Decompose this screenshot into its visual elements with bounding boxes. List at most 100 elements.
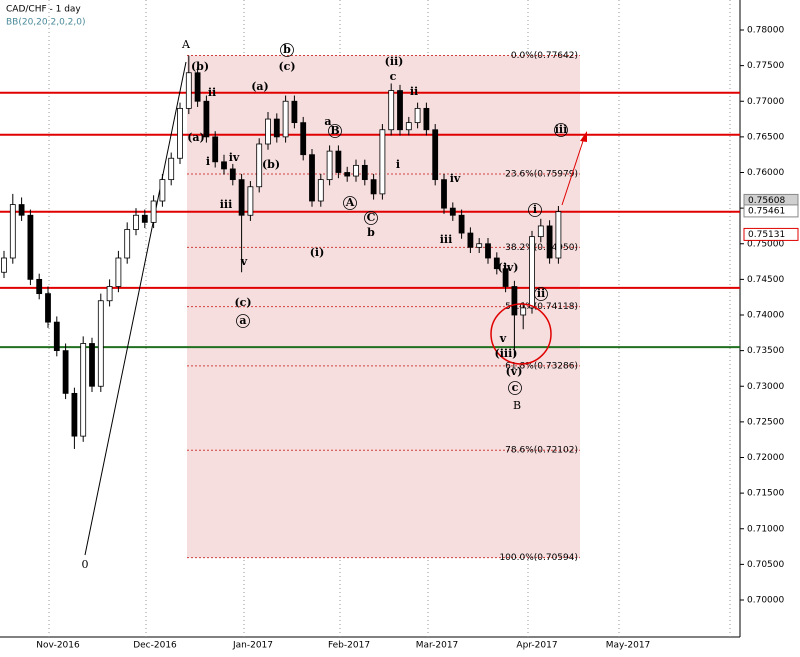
candle-body <box>344 172 351 177</box>
candle-body <box>247 186 254 216</box>
candle-body <box>353 164 359 177</box>
candle-body <box>273 118 280 138</box>
candle-body <box>511 286 518 316</box>
candle-body <box>238 179 245 216</box>
candle-body <box>194 72 201 102</box>
price-tag <box>743 204 799 218</box>
candle-body <box>53 321 60 352</box>
candle-body <box>335 150 342 173</box>
candle-body <box>529 236 535 309</box>
candle-body <box>159 179 166 202</box>
y-tick-label: 0.74000 <box>747 311 784 321</box>
y-tick-label: 0.75000 <box>747 239 784 249</box>
wave-label: ii <box>537 287 545 300</box>
candle-body <box>449 207 456 216</box>
wave-label: b <box>283 43 291 56</box>
projection-arrow <box>561 137 585 206</box>
candle-body <box>45 293 51 323</box>
candle-body <box>27 214 34 280</box>
candle-body <box>150 200 157 223</box>
candle-body <box>256 143 263 188</box>
candle-body <box>221 161 227 170</box>
wave-label: c <box>512 381 519 394</box>
candle-body <box>441 179 447 209</box>
label-circle <box>328 124 342 138</box>
wave-label: i <box>396 158 400 171</box>
arrow-head <box>580 131 587 142</box>
y-tick-label: 0.71500 <box>747 489 784 499</box>
candle-body <box>212 136 219 163</box>
label-circle <box>534 287 548 301</box>
candle-body <box>106 286 113 302</box>
wave-label: iii <box>220 198 233 211</box>
candle-body <box>80 343 87 437</box>
candle-body <box>124 229 131 259</box>
candle-body <box>89 343 95 387</box>
candle-body <box>432 129 439 181</box>
wave-label: 0 <box>82 558 89 571</box>
wave-label: (ii) <box>385 55 404 68</box>
wave-label: iv <box>450 172 461 185</box>
wave-label: (a) <box>251 80 269 93</box>
candle-body <box>36 278 43 295</box>
candle-body <box>423 107 430 131</box>
candle-body <box>282 100 289 138</box>
y-tick-label: 0.72000 <box>747 453 784 463</box>
x-tick-label: Jan-2017 <box>232 641 273 651</box>
y-tick-label: 0.74500 <box>747 275 784 285</box>
y-tick-label: 0.77000 <box>747 97 784 107</box>
candle-body <box>115 257 122 287</box>
fib-label: 0.0%(0.77642) <box>511 51 578 61</box>
chart-title: CAD/CHF - 1 day <box>6 5 81 15</box>
fib-label: 78.6%(0.72102) <box>505 446 578 456</box>
wave-label: c <box>390 70 397 83</box>
wave-label: i <box>206 155 210 168</box>
label-circle <box>508 381 522 395</box>
x-tick-label: Apr-2017 <box>516 641 557 651</box>
candle-body <box>177 107 183 159</box>
wave-label: i <box>533 203 537 216</box>
candle-body <box>326 150 333 181</box>
candle-body <box>133 214 139 230</box>
wave-label: (iv) <box>498 261 519 274</box>
wave-label: B <box>330 124 339 137</box>
label-circle <box>364 211 378 225</box>
y-tick-label: 0.76000 <box>747 168 784 178</box>
candle-body <box>229 168 236 181</box>
candle-body <box>97 300 104 387</box>
wave-label: C <box>367 211 376 224</box>
candle-body <box>485 243 491 259</box>
wave-label: (a) <box>187 131 205 144</box>
y-tick-label: 0.71000 <box>747 524 784 534</box>
price-tag-label: 0.75461 <box>748 206 785 216</box>
candle-body <box>502 268 509 287</box>
candle-body <box>414 107 421 124</box>
wave-label: iv <box>229 151 240 164</box>
candle-body <box>62 350 69 394</box>
candle-body <box>300 122 307 156</box>
y-tick-label: 0.77500 <box>747 61 784 71</box>
candle-body <box>370 179 377 195</box>
wave-line <box>84 61 187 556</box>
label-circle <box>280 43 294 57</box>
x-tick-label: Feb-2017 <box>328 641 370 651</box>
label-circle <box>528 203 542 217</box>
fib-label: 100.0%(0.70594) <box>499 553 578 563</box>
wave-label: (b) <box>191 60 209 73</box>
wave-label: (i) <box>310 246 325 259</box>
candle-body <box>458 214 465 234</box>
wave-label: (iii) <box>495 347 518 360</box>
fib-label: 61.8%(0.73286) <box>505 361 578 371</box>
wave-label: (v) <box>506 365 523 378</box>
candle-body <box>405 122 412 131</box>
wave-label: (c) <box>234 296 251 309</box>
wave-label: A <box>181 38 191 51</box>
candle-body <box>141 214 148 223</box>
x-tick-label: Dec-2016 <box>133 641 177 651</box>
candle-body <box>309 154 315 202</box>
fib-label: 50.0%(0.74118) <box>505 302 578 312</box>
x-tick-label: Mar-2017 <box>416 641 459 651</box>
y-tick-label: 0.70000 <box>747 596 784 606</box>
wave-label: v <box>240 255 248 268</box>
